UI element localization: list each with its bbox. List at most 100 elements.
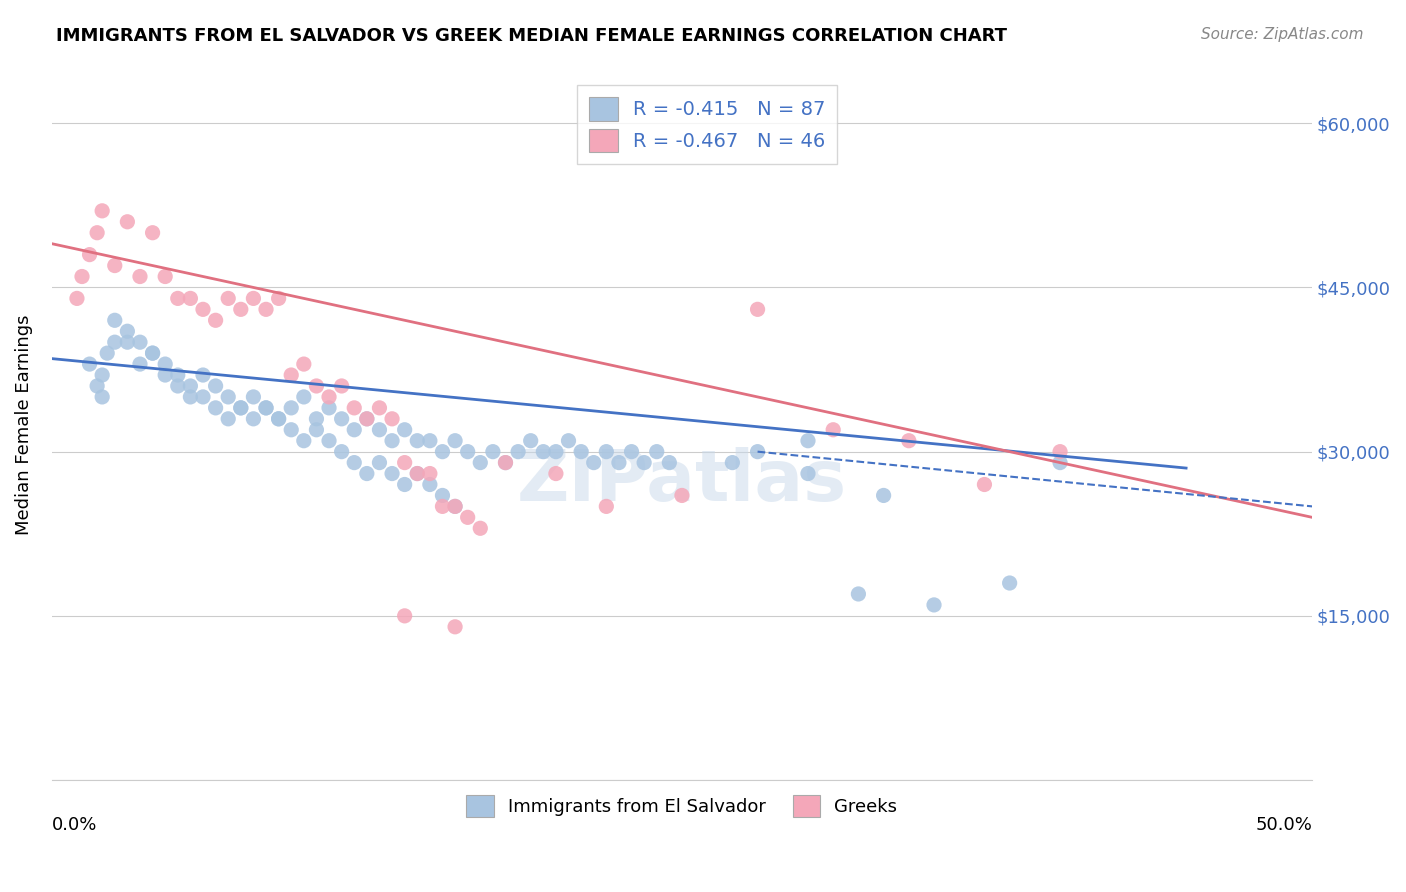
Point xyxy=(254,401,277,415)
Point xyxy=(91,390,114,404)
Point xyxy=(166,292,188,306)
Point xyxy=(204,313,226,327)
Point xyxy=(406,467,429,481)
Point xyxy=(117,324,139,338)
Point xyxy=(406,434,429,448)
Point xyxy=(318,434,340,448)
Point xyxy=(381,467,404,481)
Text: IMMIGRANTS FROM EL SALVADOR VS GREEK MEDIAN FEMALE EARNINGS CORRELATION CHART: IMMIGRANTS FROM EL SALVADOR VS GREEK MED… xyxy=(56,27,1007,45)
Point xyxy=(179,292,201,306)
Point xyxy=(998,576,1021,591)
Point xyxy=(153,357,176,371)
Point xyxy=(318,390,340,404)
Point xyxy=(381,412,404,426)
Point xyxy=(897,434,920,448)
Point xyxy=(482,444,505,458)
Point xyxy=(470,521,492,535)
Point xyxy=(356,467,378,481)
Point xyxy=(91,368,114,382)
Point xyxy=(229,401,252,415)
Point xyxy=(191,302,214,317)
Point xyxy=(872,488,894,502)
Point xyxy=(86,226,108,240)
Point xyxy=(242,412,264,426)
Point xyxy=(620,444,643,458)
Point xyxy=(330,412,353,426)
Point xyxy=(191,390,214,404)
Point xyxy=(217,390,239,404)
Point xyxy=(305,412,328,426)
Point xyxy=(142,346,165,360)
Point xyxy=(330,444,353,458)
Point xyxy=(343,401,366,415)
Point xyxy=(531,444,554,458)
Point xyxy=(267,412,290,426)
Point xyxy=(280,401,302,415)
Point xyxy=(432,444,454,458)
Point xyxy=(242,292,264,306)
Point xyxy=(506,444,529,458)
Point xyxy=(544,444,567,458)
Point xyxy=(1049,456,1071,470)
Point xyxy=(142,226,165,240)
Point xyxy=(254,401,277,415)
Point xyxy=(117,215,139,229)
Point xyxy=(595,444,617,458)
Point xyxy=(721,456,744,470)
Point xyxy=(104,313,127,327)
Point xyxy=(292,390,315,404)
Point xyxy=(86,379,108,393)
Point xyxy=(1049,444,1071,458)
Point xyxy=(356,412,378,426)
Point xyxy=(444,434,467,448)
Point xyxy=(557,434,579,448)
Point xyxy=(406,467,429,481)
Point xyxy=(292,434,315,448)
Point xyxy=(229,401,252,415)
Point xyxy=(645,444,668,458)
Point xyxy=(318,401,340,415)
Point xyxy=(204,379,226,393)
Point xyxy=(797,434,820,448)
Point xyxy=(217,292,239,306)
Point xyxy=(305,423,328,437)
Point xyxy=(495,456,517,470)
Point xyxy=(432,488,454,502)
Point xyxy=(658,456,681,470)
Point xyxy=(280,423,302,437)
Point xyxy=(79,357,101,371)
Point xyxy=(153,269,176,284)
Point xyxy=(394,423,416,437)
Point xyxy=(179,379,201,393)
Point xyxy=(922,598,945,612)
Point xyxy=(582,456,605,470)
Point xyxy=(66,292,89,306)
Point xyxy=(129,335,152,350)
Point xyxy=(419,467,441,481)
Point xyxy=(595,500,617,514)
Point xyxy=(394,477,416,491)
Point xyxy=(204,401,226,415)
Point xyxy=(544,467,567,481)
Point xyxy=(179,390,201,404)
Point xyxy=(470,456,492,470)
Point xyxy=(368,401,391,415)
Point xyxy=(166,368,188,382)
Point xyxy=(444,620,467,634)
Point xyxy=(129,269,152,284)
Point xyxy=(368,456,391,470)
Point xyxy=(191,368,214,382)
Point xyxy=(569,444,592,458)
Point xyxy=(848,587,870,601)
Point xyxy=(356,412,378,426)
Point xyxy=(419,477,441,491)
Point xyxy=(671,488,693,502)
Point xyxy=(117,335,139,350)
Point xyxy=(330,379,353,393)
Point xyxy=(166,379,188,393)
Point xyxy=(267,412,290,426)
Point xyxy=(607,456,630,470)
Point xyxy=(797,467,820,481)
Point xyxy=(292,357,315,371)
Text: 0.0%: 0.0% xyxy=(52,815,97,834)
